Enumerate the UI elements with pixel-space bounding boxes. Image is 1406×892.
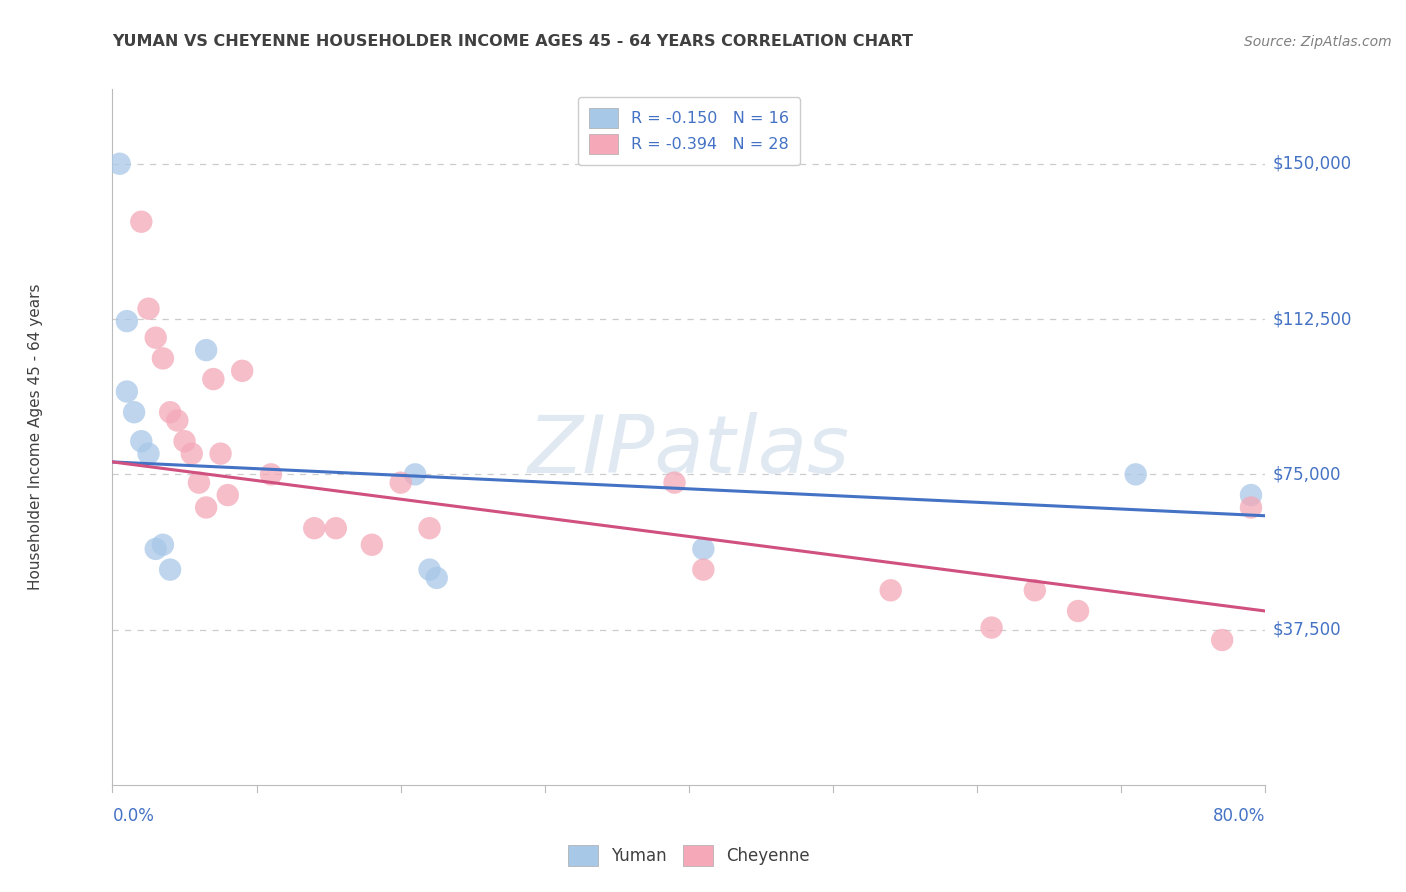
Point	[188, 475, 211, 490]
Point	[115, 314, 138, 328]
Legend: Yuman, Cheyenne: Yuman, Cheyenne	[560, 837, 818, 874]
Point	[129, 434, 153, 449]
Point	[419, 563, 441, 577]
Point	[1024, 583, 1046, 598]
Point	[159, 405, 181, 419]
Point	[152, 538, 174, 552]
Point	[108, 157, 131, 171]
Point	[202, 372, 225, 386]
Point	[209, 447, 232, 461]
Text: $150,000: $150,000	[1272, 154, 1351, 173]
Text: $112,500: $112,500	[1272, 310, 1351, 328]
Point	[880, 583, 903, 598]
Point	[195, 343, 218, 357]
Point	[1240, 488, 1263, 502]
Point	[166, 413, 188, 427]
Point	[980, 621, 1002, 635]
Text: Source: ZipAtlas.com: Source: ZipAtlas.com	[1244, 35, 1392, 49]
Point	[217, 488, 239, 502]
Text: 80.0%: 80.0%	[1213, 807, 1265, 825]
Text: $37,500: $37,500	[1272, 621, 1341, 639]
Point	[231, 364, 253, 378]
Point	[325, 521, 347, 535]
Point	[159, 563, 181, 577]
Point	[145, 541, 167, 556]
Point	[664, 475, 686, 490]
Point	[180, 447, 202, 461]
Text: 0.0%: 0.0%	[112, 807, 155, 825]
Point	[692, 563, 714, 577]
Point	[404, 467, 426, 482]
Point	[360, 538, 382, 552]
Point	[122, 405, 145, 419]
Point	[1125, 467, 1147, 482]
Text: $75,000: $75,000	[1272, 466, 1341, 483]
Point	[138, 301, 160, 316]
Text: ZIPatlas: ZIPatlas	[527, 412, 851, 490]
Point	[173, 434, 195, 449]
Point	[260, 467, 283, 482]
Point	[1067, 604, 1090, 618]
Point	[419, 521, 441, 535]
Point	[152, 351, 174, 366]
Point	[692, 541, 714, 556]
Text: YUMAN VS CHEYENNE HOUSEHOLDER INCOME AGES 45 - 64 YEARS CORRELATION CHART: YUMAN VS CHEYENNE HOUSEHOLDER INCOME AGE…	[112, 34, 914, 49]
Point	[138, 447, 160, 461]
Point	[389, 475, 412, 490]
Point	[195, 500, 218, 515]
Point	[1240, 500, 1263, 515]
Point	[115, 384, 138, 399]
Point	[304, 521, 326, 535]
Point	[129, 215, 153, 229]
Point	[1211, 633, 1233, 648]
Text: Householder Income Ages 45 - 64 years: Householder Income Ages 45 - 64 years	[28, 284, 42, 591]
Point	[145, 331, 167, 345]
Point	[426, 571, 449, 585]
